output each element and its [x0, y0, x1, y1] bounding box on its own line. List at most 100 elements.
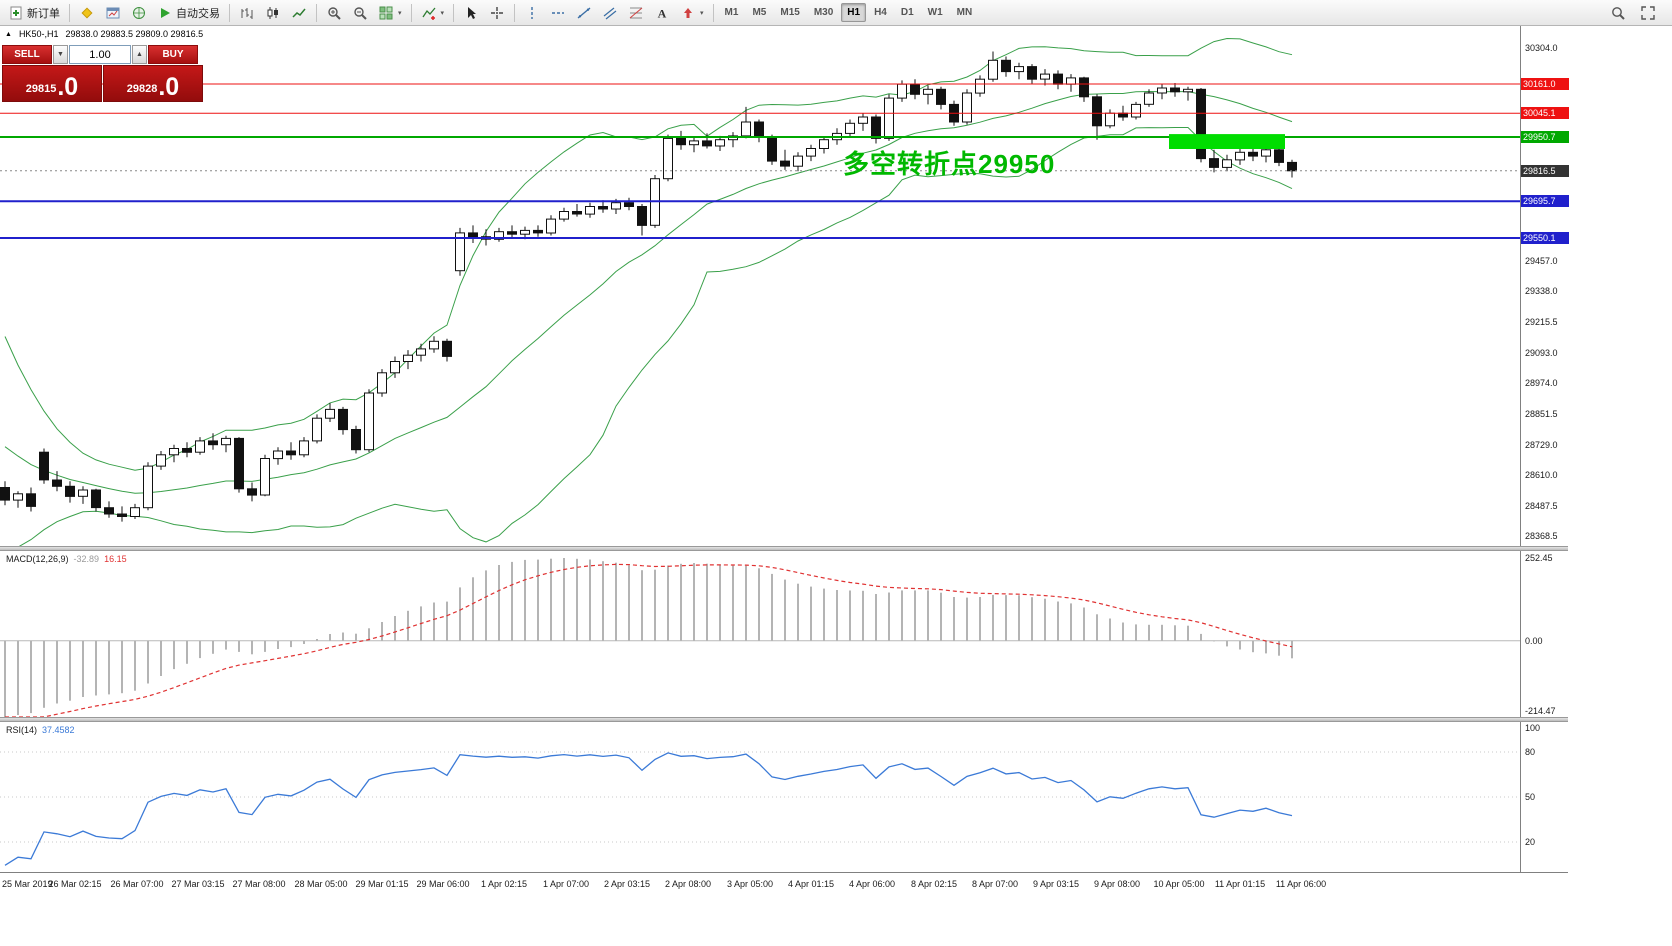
time-axis[interactable]: 25 Mar 2019 26 Mar 02:15 26 Mar 07:00 27 Ma… — [0, 872, 1568, 946]
indicators-button[interactable]: ▾ — [417, 2, 449, 23]
price-axis-label: 28610.0 — [1525, 470, 1558, 480]
text-button[interactable]: A — [650, 2, 674, 23]
channel-button[interactable] — [598, 2, 622, 23]
volume-down-stepper[interactable]: ▼ — [53, 45, 68, 64]
time-axis-label: 8 Apr 02:15 — [910, 879, 958, 889]
trendline-button[interactable] — [572, 2, 596, 23]
time-axis-label: 26 Mar 07:00 — [110, 879, 164, 889]
zoom-in-button[interactable] — [322, 2, 346, 23]
one-click-trading-panel: SELL ▼ ▲ BUY 29815.0 29828.0 — [2, 45, 203, 102]
cursor-icon — [463, 5, 479, 21]
text-icon: A — [654, 5, 670, 21]
autotrading-button[interactable]: 自动交易 — [153, 2, 224, 23]
vline-icon — [524, 5, 540, 21]
fibonacci-button[interactable] — [624, 2, 648, 23]
zoom-out-button[interactable] — [348, 2, 372, 23]
price-axis[interactable]: 30304.0 29457.0 29338.0 29215.5 29093.0 28974… — [1520, 26, 1569, 872]
new-order-button-label: 新订单 — [27, 7, 60, 20]
time-axis-label: 8 Apr 07:00 — [971, 879, 1019, 889]
charts-button[interactable] — [101, 2, 125, 23]
grid-icon — [378, 5, 394, 21]
price-axis-label: 30304.0 — [1525, 43, 1558, 53]
panel-divider[interactable] — [0, 717, 1568, 722]
fullscreen-button[interactable] — [1636, 2, 1660, 23]
rsi-axis-label: 20 — [1525, 837, 1536, 847]
time-axis-label: 9 Apr 08:00 — [1093, 879, 1141, 889]
symbol-period-label: HK50-,H1 — [18, 29, 59, 39]
level-price-tag: 30161.0 — [1521, 78, 1569, 90]
timeframe-w1-button[interactable]: W1 — [927, 7, 943, 18]
trendline-icon — [576, 5, 592, 21]
candlestick-chart-button[interactable] — [261, 2, 285, 23]
macd-name: MACD(12,26,9) — [6, 554, 69, 564]
profiles-button[interactable]: ▾ — [374, 2, 406, 23]
autotrading-button-label: 自动交易 — [176, 7, 220, 20]
toolbar-separator — [514, 3, 516, 22]
time-axis-label: 3 Apr 05:00 — [726, 879, 774, 889]
price-axis-label: 29338.0 — [1525, 286, 1558, 296]
horizontal-line-button[interactable] — [546, 2, 570, 23]
search-button[interactable] — [1606, 2, 1630, 23]
rsi-label: RSI(14) 37.4582 — [6, 725, 80, 735]
toolbar-right-group — [1606, 2, 1668, 23]
collapse-panel-icon[interactable]: ▲ — [5, 30, 12, 38]
rsi-axis-label: 50 — [1525, 792, 1536, 802]
time-axis-label: 11 Apr 06:00 — [1275, 879, 1327, 889]
community-button[interactable] — [127, 2, 151, 23]
expand-icon — [1640, 5, 1656, 21]
timeframe-m30-button[interactable]: M30 — [813, 7, 834, 18]
svg-text:A: A — [658, 6, 667, 20]
volume-up-stepper[interactable]: ▲ — [132, 45, 147, 64]
arrows-button[interactable]: ▾ — [676, 2, 708, 23]
sell-price-display[interactable]: 29815.0 — [2, 65, 102, 102]
sell-button[interactable]: SELL — [2, 45, 52, 64]
globe-icon — [131, 5, 147, 21]
toolbar-separator — [410, 3, 412, 22]
level-price-tag: 29695.7 — [1521, 195, 1569, 207]
bar-chart-button[interactable] — [235, 2, 259, 23]
volume-input[interactable] — [69, 45, 131, 64]
vertical-line-button[interactable] — [520, 2, 544, 23]
level-price-tag: 29950.7 — [1521, 131, 1569, 143]
sell-price-pips: .0 — [57, 73, 79, 101]
time-axis-label: 27 Mar 03:15 — [171, 879, 225, 889]
timeframe-m5-button[interactable]: M5 — [752, 7, 767, 18]
mql5-button[interactable] — [75, 2, 99, 23]
buy-price-main: 29828 — [126, 83, 158, 95]
main-chart-canvas[interactable] — [0, 26, 1520, 546]
timeframe-h1-button[interactable]: H1 — [841, 3, 867, 22]
crosshair-button[interactable] — [485, 2, 509, 23]
cursor-button[interactable] — [459, 2, 483, 23]
sell-price-main: 29815 — [25, 83, 57, 95]
macd-canvas[interactable] — [0, 551, 1520, 717]
timeframe-mn-button[interactable]: MN — [956, 7, 973, 18]
hline-icon — [550, 5, 566, 21]
rsi-canvas[interactable] — [0, 722, 1520, 872]
time-axis-label: 10 Apr 05:00 — [1153, 879, 1205, 889]
macd-axis-label: 0.00 — [1525, 636, 1543, 646]
fib-icon — [628, 5, 644, 21]
time-axis-label: 4 Apr 01:15 — [787, 879, 835, 889]
indicator-icon — [421, 5, 437, 21]
time-axis-label: 11 Apr 01:15 — [1214, 879, 1266, 889]
buy-price-display[interactable]: 29828.0 — [103, 65, 203, 102]
time-axis-label: 26 Mar 02:15 — [48, 879, 102, 889]
buy-button[interactable]: BUY — [148, 45, 198, 64]
macd-axis-label: -214.47 — [1525, 706, 1556, 716]
panel-divider[interactable] — [0, 546, 1568, 551]
macd-signal-value: 16.15 — [104, 554, 127, 564]
time-axis-label: 1 Apr 07:00 — [542, 879, 590, 889]
timeframe-h4-button[interactable]: H4 — [874, 7, 887, 18]
timeframe-m15-button[interactable]: M15 — [780, 7, 800, 18]
buy-price-pips: .0 — [158, 73, 180, 101]
price-axis-label: 29457.0 — [1525, 256, 1558, 266]
line-chart-button[interactable] — [287, 2, 311, 23]
time-axis-label: 28 Mar 05:00 — [294, 879, 348, 889]
price-axis-label: 29215.5 — [1525, 317, 1558, 327]
new-order-button[interactable]: 新订单 — [4, 2, 64, 23]
macd-axis-label: 252.45 — [1525, 553, 1553, 563]
timeframe-d1-button[interactable]: D1 — [900, 7, 914, 18]
line-icon — [291, 5, 307, 21]
time-axis-label: 25 Mar 2019 — [2, 879, 53, 889]
timeframe-m1-button[interactable]: M1 — [724, 7, 739, 18]
